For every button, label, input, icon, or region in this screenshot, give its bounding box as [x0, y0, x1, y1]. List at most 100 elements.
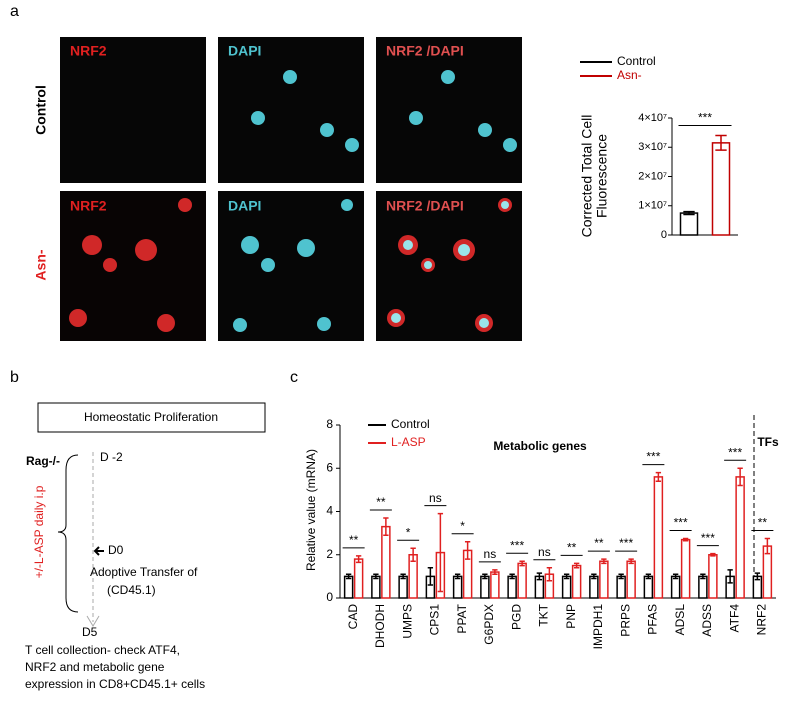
error-bar [710, 552, 716, 557]
significance-label: ns [538, 545, 551, 559]
error-bar [727, 569, 733, 584]
bar [680, 538, 691, 599]
error-bar [655, 471, 662, 482]
y-axis-label: Fluorescence [594, 134, 610, 218]
treatment-label: +/-L-ASP daily i.p [32, 485, 46, 578]
error-bar [492, 569, 498, 575]
y-tick-label: 2 [326, 547, 333, 561]
channel-label: DAPI [228, 43, 261, 59]
error-bar [546, 566, 553, 582]
y-tick-label: 0 [326, 590, 333, 604]
y-tick-label: 6 [326, 460, 333, 474]
significance-label: *** [646, 450, 660, 464]
y-tick-label: 2×10⁷ [638, 170, 667, 182]
x-tick-label: DHODH [373, 604, 387, 648]
error-bar [355, 555, 362, 564]
bar [490, 571, 500, 599]
bar [452, 575, 463, 599]
annotation: TFs [757, 435, 779, 449]
significance-label: * [460, 519, 465, 533]
merge-cells [391, 201, 509, 328]
bar [599, 560, 609, 599]
significance-label: ns [484, 547, 497, 561]
significance-label: ** [349, 533, 359, 547]
error-bar [383, 517, 389, 537]
bar [343, 575, 354, 599]
collection-text: T cell collection- check ATF4, [25, 643, 180, 657]
channel-label: DAPI [228, 198, 261, 214]
panel-label: b [10, 369, 19, 386]
error-bar [437, 512, 444, 593]
bar [398, 575, 408, 599]
error-bar [715, 134, 727, 151]
bar [507, 575, 517, 599]
x-tick-label: PRPS [618, 604, 632, 637]
bar [517, 562, 527, 599]
diagram-title: Homeostatic Proliferation [84, 410, 218, 424]
transfer-text: Adoptive Transfer of [90, 565, 198, 579]
row-label: Control [33, 85, 49, 135]
error-bar [682, 537, 689, 542]
error-bar [410, 547, 416, 562]
x-tick-label: IMPDH1 [591, 604, 605, 650]
significance-label: *** [698, 111, 712, 125]
x-tick-label: PFAS [646, 604, 660, 635]
error-bar [672, 573, 679, 580]
channel-label: NRF2 [70, 198, 107, 214]
error-bar [519, 560, 525, 567]
error-bar [764, 537, 771, 555]
error-bar [573, 562, 580, 569]
title-box [37, 402, 266, 433]
error-bar [373, 573, 379, 580]
x-tick-label: CPS1 [428, 604, 442, 636]
x-tick-label: ADSL [673, 604, 687, 636]
image [218, 37, 364, 183]
y-tick-label: 4 [326, 504, 333, 518]
transfer-arrow [93, 546, 104, 556]
error-bar [563, 573, 570, 580]
significance-label: *** [728, 445, 742, 459]
significance-label: *** [619, 536, 633, 550]
bar [589, 575, 599, 599]
day-label: D -2 [100, 450, 123, 464]
x-tick-label: UMPS [400, 604, 414, 639]
y-tick-label: 3×10⁷ [638, 141, 667, 153]
dapi-cells [233, 70, 517, 332]
legend-label: L-ASP [391, 435, 426, 449]
x-tick-label: TKT [537, 603, 551, 626]
error-bar [591, 573, 597, 580]
error-bar [509, 573, 515, 580]
error-bar [464, 541, 471, 560]
x-tick-label: ATF4 [727, 604, 741, 633]
error-bar [601, 558, 607, 565]
significance-label: *** [674, 516, 688, 530]
bar [371, 575, 381, 599]
error-bar [700, 573, 706, 580]
collection-text: expression in CD8+CD45.1+ cells [25, 677, 205, 691]
bar [670, 575, 681, 599]
legend-label: Control [391, 417, 430, 431]
significance-label: ns [429, 491, 442, 505]
y-tick-label: 0 [661, 229, 667, 241]
legend-label: Control [617, 54, 656, 68]
brace [57, 454, 79, 613]
x-tick-label: G6PDX [482, 604, 496, 645]
image [218, 191, 364, 341]
bar [698, 575, 708, 599]
panel-label: c [290, 369, 298, 386]
bar [626, 560, 636, 599]
error-bar [628, 558, 634, 565]
error-bar [345, 573, 352, 580]
error-bar [482, 573, 488, 580]
x-tick-label: ADSS [700, 604, 714, 637]
timeline-arrow [86, 615, 100, 627]
bar [571, 564, 582, 599]
channel-label: NRF2 [70, 43, 107, 59]
bar [653, 476, 664, 599]
panel-label: a [10, 3, 19, 20]
channel-label: NRF2 /DAPI [386, 198, 464, 214]
bar [561, 575, 572, 599]
protocol-diagram: Homeostatic Proliferation Rag-/- D -2 +/… [25, 402, 266, 691]
